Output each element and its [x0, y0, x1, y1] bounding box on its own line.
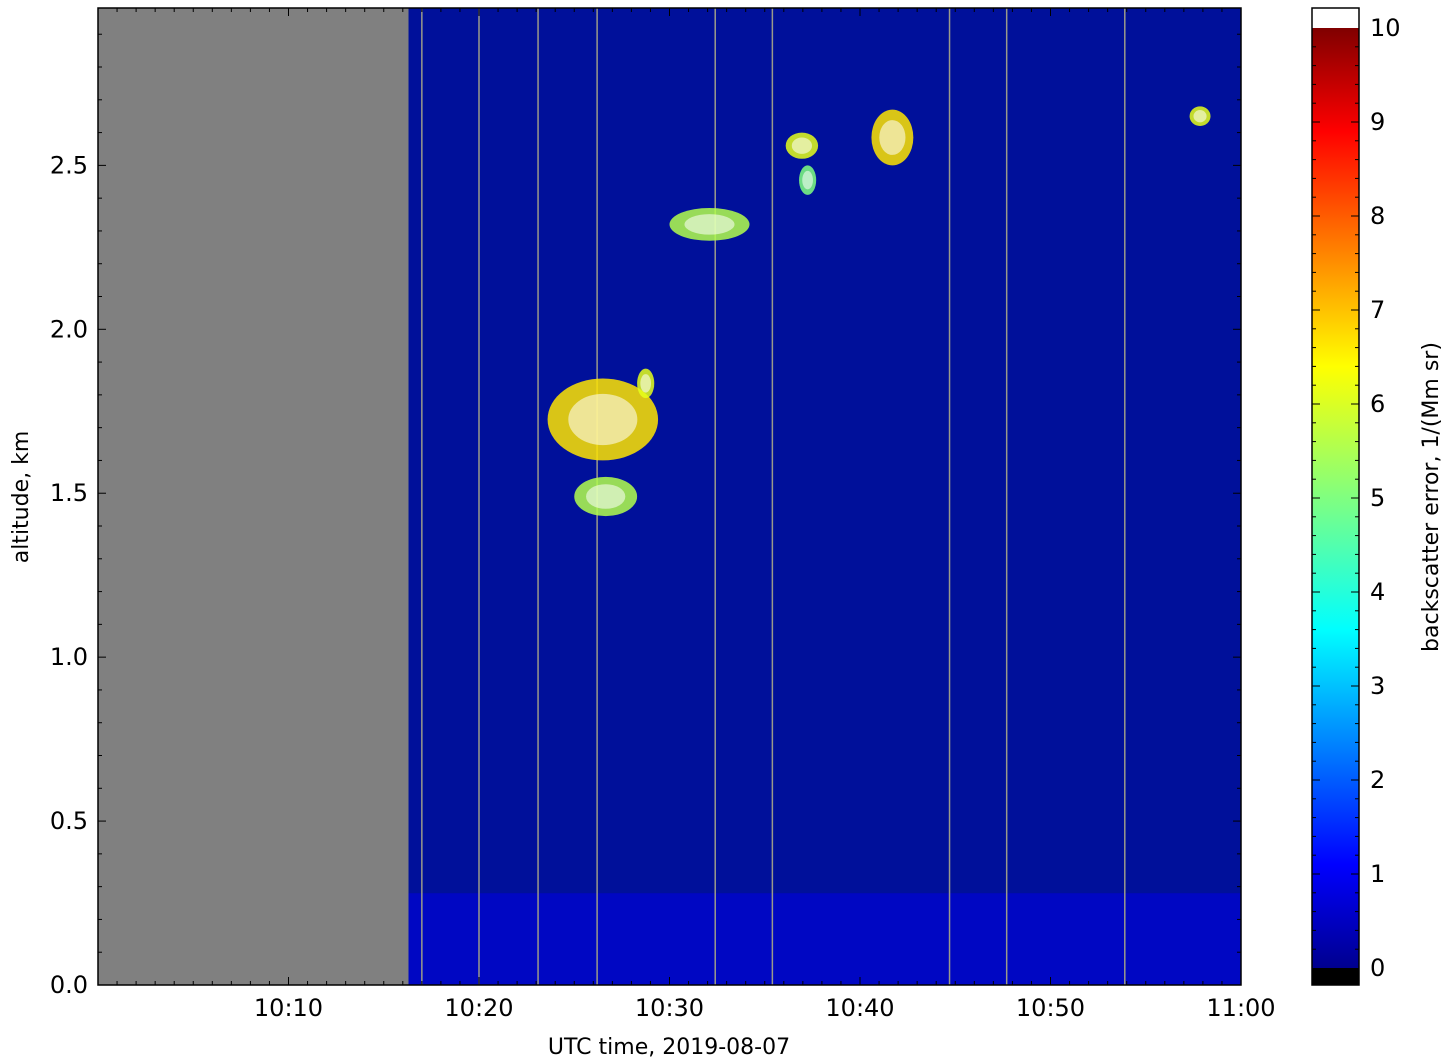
y-tick-label: 1.5	[50, 479, 88, 507]
colorbar-tick-label: 8	[1370, 202, 1385, 230]
no-data-region	[98, 8, 409, 985]
x-axis-label: UTC time, 2019-08-07	[548, 1035, 790, 1060]
x-tick-label: 10:10	[254, 994, 323, 1022]
y-axis-label: altitude, km	[9, 431, 34, 564]
cloud-feature-core	[802, 170, 813, 190]
colorbar-under-extension	[1312, 968, 1359, 985]
colorbar: 0 1 2 3 4 5 6 7 8 9 10 backscatter error, 1/(Mm sr…	[1311, 7, 1444, 986]
colorbar-tick-label: 10	[1370, 14, 1401, 42]
heatmap-plot-area	[98, 8, 1241, 985]
colorbar-over-extension	[1312, 8, 1359, 28]
cloud-feature-core	[879, 120, 906, 155]
colorbar-tick-label: 5	[1370, 484, 1385, 512]
cloud-feature-core	[586, 484, 626, 509]
y-tick-label: 2.0	[50, 315, 88, 343]
y-tick-label: 2.5	[50, 151, 88, 179]
cloud-feature-core	[684, 214, 735, 235]
cloud-feature-core	[640, 374, 652, 393]
y-tick-label: 1.0	[50, 643, 88, 671]
colorbar-ticks: 0 1 2 3 4 5 6 7 8 9 10	[1312, 14, 1401, 982]
near-surface-layer	[408, 893, 1241, 985]
colorbar-tick-label: 1	[1370, 860, 1385, 888]
x-axis-ticks: 10:10 10:20 10:30 10:40 10:50 11:00	[116, 8, 1276, 1022]
cloud-features	[547, 106, 1211, 517]
x-tick-label: 10:20	[444, 994, 513, 1022]
colorbar-tick-label: 4	[1370, 578, 1385, 606]
y-tick-label: 0.0	[50, 971, 88, 999]
cloud-feature-core	[568, 393, 638, 446]
cloud-feature-core	[791, 137, 813, 154]
x-tick-label: 10:40	[825, 994, 894, 1022]
colorbar-tick-label: 9	[1370, 108, 1385, 136]
colorbar-label: backscatter error, 1/(Mm sr)	[1419, 342, 1444, 652]
colorbar-tick-label: 7	[1370, 296, 1385, 324]
gap-lines	[421, 8, 1126, 985]
y-axis-ticks: 0.0 0.5 1.0 1.5 2.0 2.5	[50, 33, 1241, 999]
cloud-feature-core	[1193, 110, 1207, 123]
colorbar-frame	[1311, 7, 1360, 986]
colorbar-tick-label: 2	[1370, 766, 1385, 794]
x-tick-label: 10:30	[635, 994, 704, 1022]
colorbar-tick-label: 6	[1370, 390, 1385, 418]
x-tick-label: 11:00	[1206, 994, 1275, 1022]
x-tick-label: 10:50	[1016, 994, 1085, 1022]
y-tick-label: 0.5	[50, 807, 88, 835]
colorbar-tick-label: 0	[1370, 954, 1385, 982]
colorbar-tick-label: 3	[1370, 672, 1385, 700]
